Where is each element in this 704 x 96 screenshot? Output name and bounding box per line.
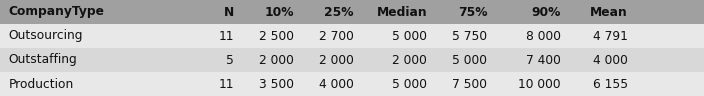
Text: 5 000: 5 000 [452,53,487,67]
Text: CompanyType: CompanyType [8,5,104,19]
Text: 90%: 90% [532,5,561,19]
Text: 25%: 25% [324,5,353,19]
Text: 5 000: 5 000 [392,29,427,43]
Text: 11: 11 [218,29,234,43]
Text: 11: 11 [218,77,234,91]
Text: 6 155: 6 155 [593,77,628,91]
Text: 2 000: 2 000 [258,53,294,67]
Text: 2 500: 2 500 [258,29,294,43]
Text: 3 500: 3 500 [258,77,294,91]
Text: Median: Median [377,5,427,19]
Text: N: N [223,5,234,19]
Text: 2 000: 2 000 [392,53,427,67]
Text: 7 400: 7 400 [526,53,561,67]
Text: 8 000: 8 000 [526,29,561,43]
Text: Outstaffing: Outstaffing [8,53,77,67]
Text: 2 700: 2 700 [318,29,353,43]
Text: 4 791: 4 791 [593,29,628,43]
Text: Production: Production [8,77,74,91]
Text: 4 000: 4 000 [593,53,628,67]
Text: 5: 5 [226,53,234,67]
FancyBboxPatch shape [0,48,704,72]
Text: 75%: 75% [458,5,487,19]
Text: 4 000: 4 000 [318,77,353,91]
Text: 7 500: 7 500 [452,77,487,91]
FancyBboxPatch shape [0,24,704,48]
Text: 10%: 10% [264,5,294,19]
Text: 2 000: 2 000 [318,53,353,67]
FancyBboxPatch shape [0,0,704,24]
Text: 5 000: 5 000 [392,77,427,91]
Text: Outsourcing: Outsourcing [8,29,83,43]
Text: 10 000: 10 000 [518,77,561,91]
Text: Mean: Mean [590,5,628,19]
Text: 5 750: 5 750 [452,29,487,43]
FancyBboxPatch shape [0,72,704,96]
